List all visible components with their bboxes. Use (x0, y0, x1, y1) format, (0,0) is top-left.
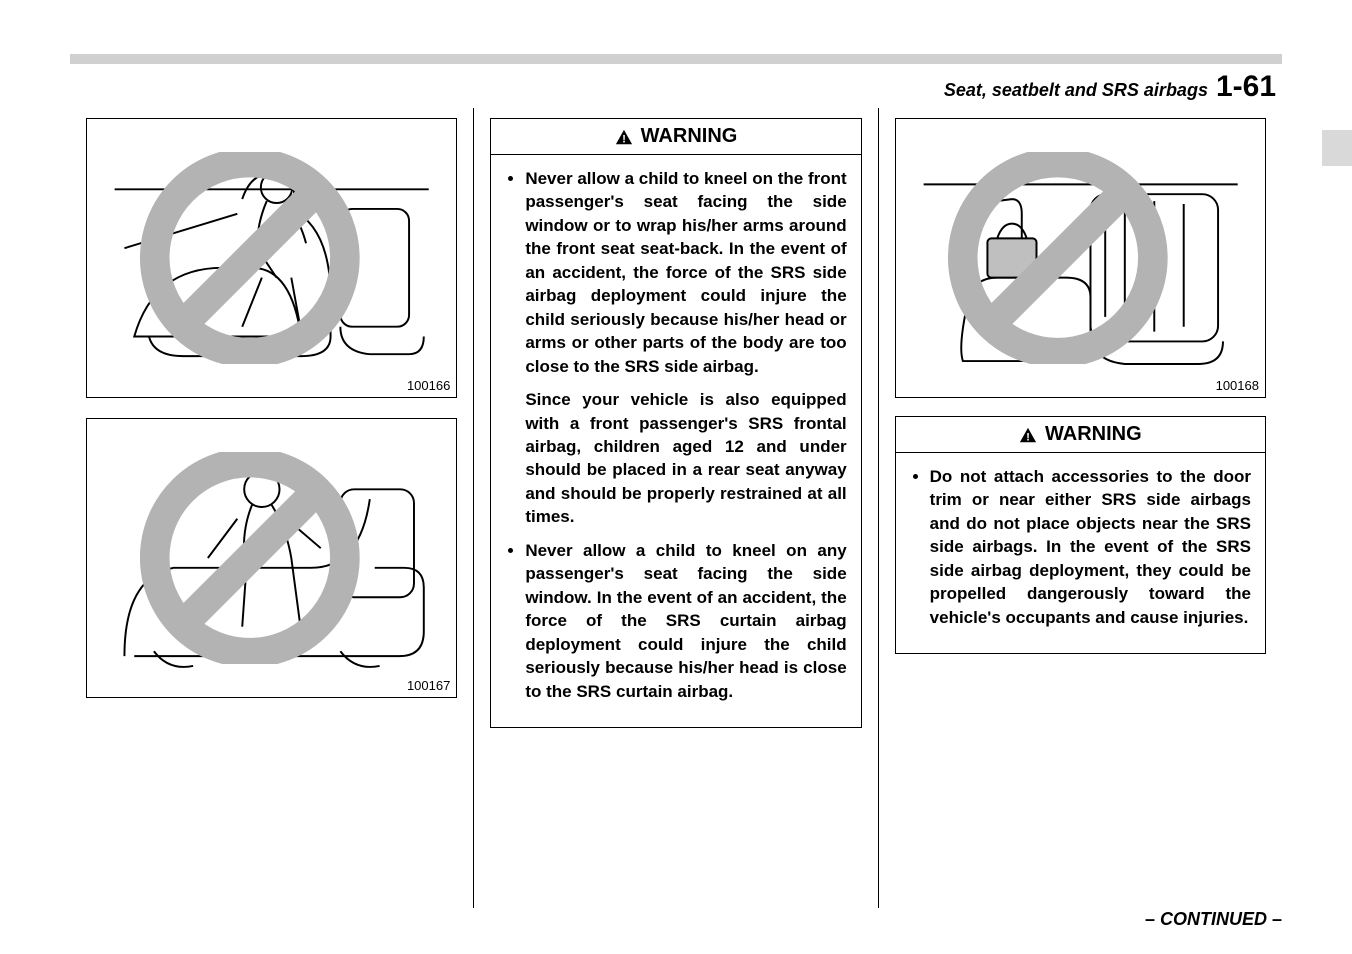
column-right: 100168 ! WARNING Do not attach accessori… (878, 108, 1282, 908)
header-stripe (70, 54, 1282, 64)
continued-label: CONTINUED (1160, 909, 1267, 929)
figure-label: 100166 (407, 378, 450, 393)
warning-bullet: Never allow a child to kneel on the fron… (525, 167, 846, 378)
warning-body: Do not attach accessories to the door tr… (896, 453, 1265, 653)
figure-child-kneeling-front: 100166 (86, 118, 457, 398)
svg-text:!: ! (1026, 432, 1030, 444)
page-number: 1-61 (1216, 70, 1276, 104)
manual-page: Seat, seatbelt and SRS airbags 1-61 (0, 0, 1352, 954)
figure-accessory-near-airbag: 100168 (895, 118, 1266, 398)
page-header: Seat, seatbelt and SRS airbags 1-61 (70, 70, 1282, 104)
column-left: 100166 (70, 108, 473, 908)
svg-text:!: ! (622, 134, 626, 146)
warning-paragraph: Since your vehicle is also equipped with… (525, 388, 846, 529)
warning-triangle-icon: ! (1019, 427, 1037, 443)
content-columns: 100166 (70, 108, 1282, 908)
warning-label: WARNING (1045, 423, 1142, 446)
warning-bullet: Never allow a child to kneel on any pass… (525, 539, 846, 703)
warning-label: WARNING (641, 125, 738, 148)
prohibit-icon (947, 152, 1169, 363)
column-middle: ! WARNING Never allow a child to kneel o… (473, 108, 877, 908)
warning-box-middle: ! WARNING Never allow a child to kneel o… (490, 118, 861, 728)
continued-footer: – CONTINUED – (1145, 909, 1282, 930)
thumb-tab (1322, 130, 1352, 166)
warning-title: ! WARNING (491, 119, 860, 155)
warning-triangle-icon: ! (615, 129, 633, 145)
figure-child-kneeling-rear: 100167 (86, 418, 457, 698)
warning-box-right: ! WARNING Do not attach accessories to t… (895, 416, 1266, 654)
prohibit-icon (139, 452, 361, 663)
figure-label: 100168 (1216, 378, 1259, 393)
warning-body: Never allow a child to kneel on the fron… (491, 155, 860, 727)
warning-title: ! WARNING (896, 417, 1265, 453)
figure-label: 100167 (407, 678, 450, 693)
section-title: Seat, seatbelt and SRS airbags (944, 80, 1208, 101)
warning-bullet: Do not attach accessories to the door tr… (930, 465, 1251, 629)
prohibit-icon (139, 152, 361, 363)
